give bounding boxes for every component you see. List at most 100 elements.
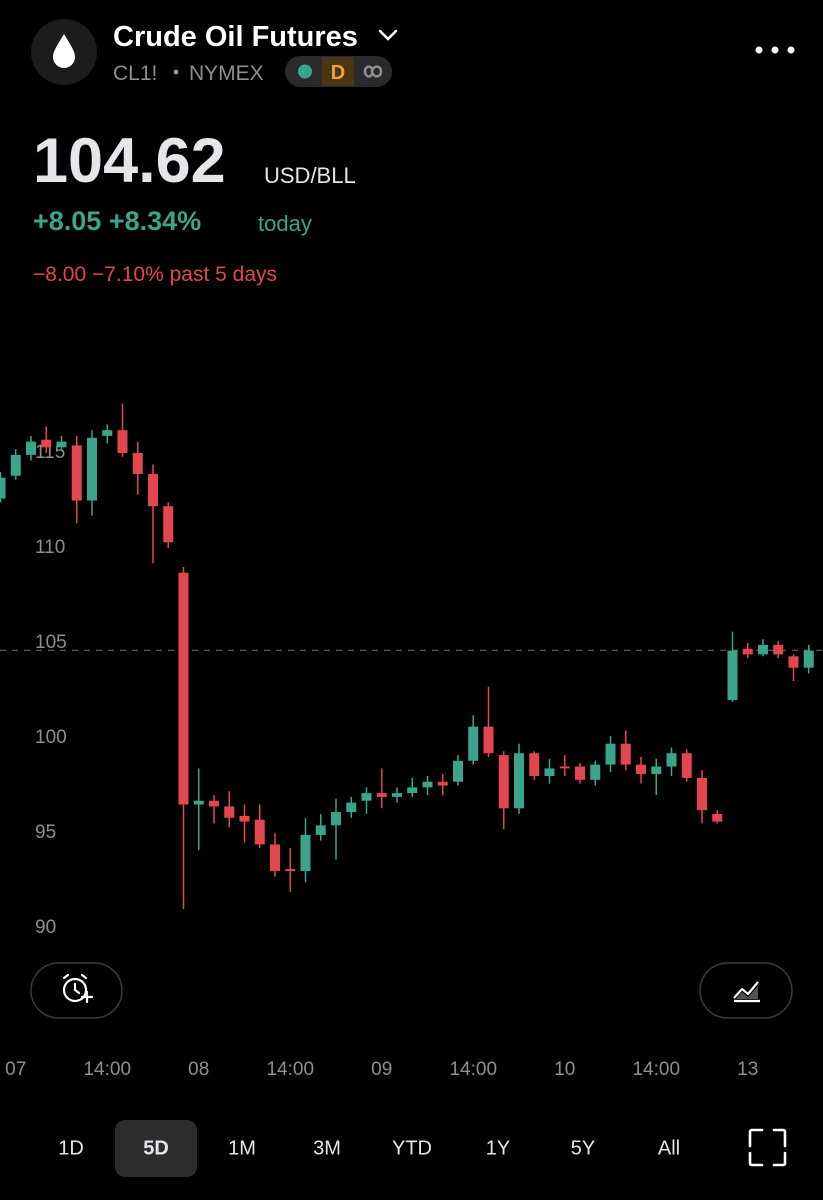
chart-style-button[interactable] (699, 962, 793, 1019)
chart-style-bg[interactable] (699, 962, 793, 1019)
range-option[interactable]: 3M (313, 1137, 341, 1159)
logo (31, 19, 97, 85)
range-option[interactable]: 5Y (571, 1137, 595, 1159)
x-tick-label: 08 (188, 1059, 209, 1080)
candle-body (483, 726, 494, 754)
chart-style-fill (736, 986, 758, 999)
candle-body (346, 802, 357, 813)
range-option[interactable]: 1Y (486, 1137, 510, 1159)
x-tick-label: 14:00 (449, 1059, 497, 1080)
x-tick-label: 14:00 (266, 1059, 314, 1080)
more-button[interactable] (755, 46, 795, 54)
candle-body (224, 806, 235, 818)
range-selected-bg (115, 1120, 197, 1177)
candle-body (773, 644, 784, 655)
candle-body (803, 650, 814, 668)
range-option[interactable]: All (658, 1137, 680, 1159)
more-dot (771, 46, 779, 54)
candle-body (651, 766, 662, 775)
more-dot (755, 46, 763, 54)
candle-body (681, 753, 692, 778)
x-tick-label: 09 (371, 1059, 392, 1080)
candle-body (193, 800, 204, 805)
alert-icon-lines (62, 973, 94, 1004)
candle-body (514, 753, 524, 809)
candle-body (285, 869, 296, 871)
y-tick-label: 100 (35, 727, 67, 748)
candle-body (758, 644, 768, 655)
x-tick-label: 14:00 (83, 1059, 131, 1080)
price-unit: USD/BLL (264, 163, 356, 188)
candle-body (239, 815, 250, 822)
candle-body (788, 656, 799, 668)
candle-body (148, 473, 158, 507)
candle-body (361, 793, 372, 801)
badge-infinity (363, 65, 383, 78)
range-option[interactable]: 5D (143, 1137, 169, 1159)
change-5d: −8.00 −7.10% past 5 days (33, 263, 277, 286)
candle-body (315, 825, 326, 835)
price: 104.62 (33, 126, 226, 196)
candle-body (270, 844, 280, 871)
candle-body (544, 768, 555, 776)
range-bar: 1D 5D 1M 3M YTD 1Y 5Y All (58, 1137, 680, 1159)
x-tick-label: 14:00 (632, 1059, 680, 1080)
candle-body (376, 793, 387, 797)
candle-body (254, 819, 265, 845)
candle-body (636, 764, 646, 775)
change-today: +8.05 +8.34% (33, 206, 201, 236)
alert-icon (62, 977, 88, 1003)
candle-body (666, 753, 677, 767)
candle-body (422, 781, 433, 788)
x-tick-label: 10 (554, 1059, 575, 1080)
range-option[interactable]: YTD (392, 1137, 432, 1159)
y-tick-label: 110 (35, 537, 65, 558)
title[interactable]: Crude Oil Futures (113, 21, 358, 53)
status-badge: D (285, 56, 392, 87)
candle-body (575, 766, 585, 780)
candle-body (178, 572, 189, 805)
candle-body (498, 755, 509, 809)
today-label: today (258, 211, 312, 236)
candle-body (590, 764, 601, 780)
range-option[interactable]: 1M (228, 1137, 256, 1159)
x-tick-label: 07 (5, 1059, 26, 1080)
badge-delay: D (331, 62, 345, 84)
candle-body (331, 812, 341, 826)
candle-body (712, 814, 723, 822)
candle-body (620, 743, 631, 765)
candle-body (727, 650, 738, 700)
candle-body (209, 800, 219, 807)
candle-body (529, 753, 540, 776)
candle-body (117, 430, 128, 453)
candle-body (453, 760, 463, 782)
candle-body (0, 477, 6, 499)
candle-body (605, 743, 616, 765)
badge-market-dot (298, 64, 312, 79)
ticker: CL1! (113, 62, 157, 85)
more-dot (787, 46, 795, 54)
candle-body (392, 793, 402, 797)
candle-body (300, 834, 311, 871)
candle-body (163, 506, 174, 543)
fullscreen-button[interactable] (748, 1128, 787, 1167)
candle-body (41, 439, 52, 448)
candle-body (742, 648, 753, 655)
alert-button[interactable] (30, 962, 123, 1019)
separator-dot (173, 69, 179, 75)
candle-body (87, 437, 97, 501)
candle-body (26, 441, 36, 455)
title-chevron[interactable] (378, 29, 398, 41)
x-tick-label: 13 (737, 1059, 758, 1080)
badge-delay-bg (322, 57, 354, 86)
range-option[interactable]: 1D (58, 1137, 84, 1159)
logo-drop (53, 34, 75, 68)
candle-body (697, 777, 707, 811)
chart-style-icon (733, 981, 760, 1003)
candle-body (10, 454, 21, 476)
candle-body (132, 453, 143, 474)
candle-body (71, 445, 82, 501)
